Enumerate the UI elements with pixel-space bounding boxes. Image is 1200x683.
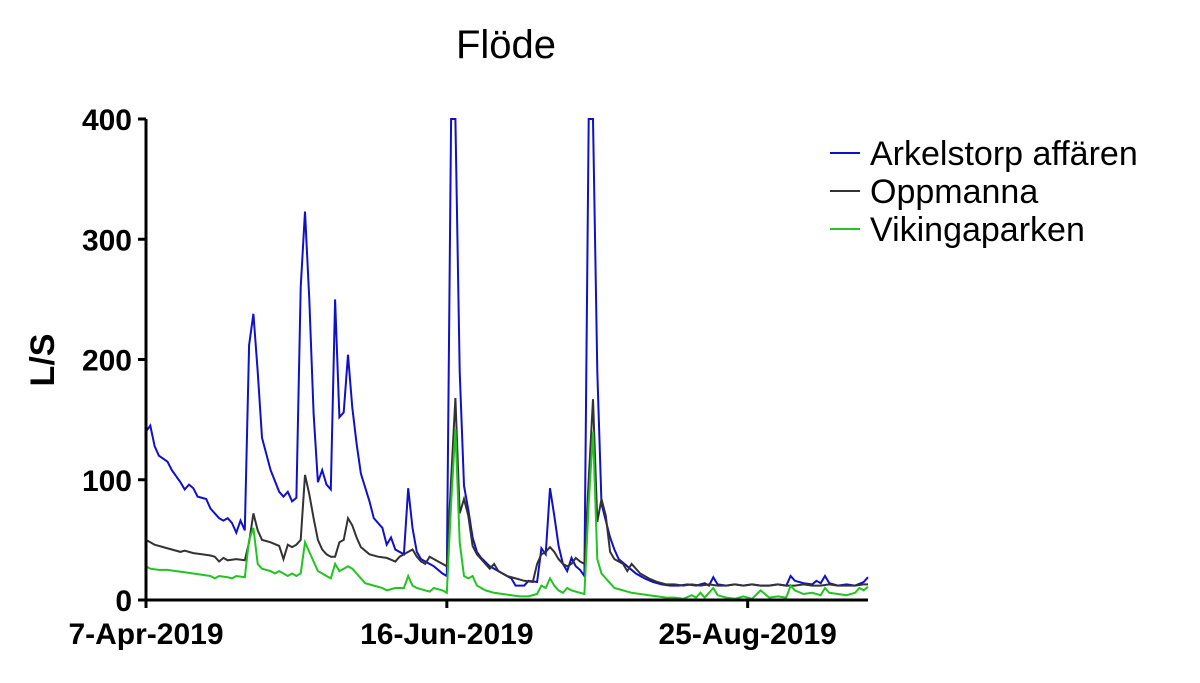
y-tick-label: 0 [115,585,132,618]
series-line-1 [145,397,868,587]
chart-title: Flöde [456,23,556,67]
x-tick-label: 25-Aug-2019 [658,618,836,651]
series-line-2 [145,429,869,600]
y-tick-label: 400 [82,104,132,137]
legend-label-2: Vikingaparken [870,211,1085,249]
legend-label-0: Arkelstorp affären [870,135,1138,173]
x-tick-label: 16-Jun-2019 [360,618,533,651]
y-tick-label: 100 [82,465,132,498]
legend-label-1: Oppmanna [870,173,1038,211]
y-tick-label: 200 [82,345,132,378]
y-tick-label: 300 [82,224,132,257]
y-ticks: 0 100 200 300 400 [82,104,146,618]
x-tick-label: 7-Apr-2019 [68,618,223,651]
y-axis-label: L/S [24,334,62,387]
plot-area: 0 100 200 300 400 7-Apr-2019 16-Jun-2019 25-Au… [68,104,869,651]
series-line-0 [145,118,869,587]
x-ticks: 7-Apr-2019 16-Jun-2019 25-Aug-2019 [68,600,837,651]
series-lines [145,118,869,600]
